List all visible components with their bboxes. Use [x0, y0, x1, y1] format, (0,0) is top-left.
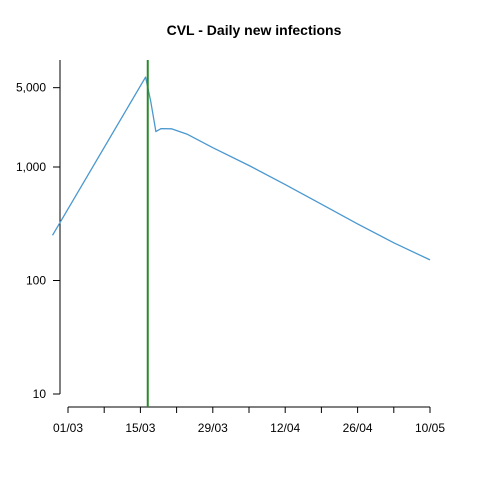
x-tick-label: 01/03 [53, 421, 83, 435]
plot-area [51, 60, 431, 407]
x-tick-label: 15/03 [125, 421, 155, 435]
y-tick-label: 100 [26, 274, 46, 288]
x-tick-label: 10/05 [415, 421, 445, 435]
y-tick-label: 1,000 [16, 160, 46, 174]
x-tick-label: 12/04 [270, 421, 300, 435]
y-tick-label: 10 [33, 387, 47, 401]
x-tick-label: 26/04 [343, 421, 373, 435]
series-line [51, 76, 431, 261]
y-axis: 10 100 1,000 5,000 [16, 60, 61, 401]
chart-title: CVL - Daily new infections [167, 22, 342, 38]
x-tick-label: 29/03 [198, 421, 228, 435]
x-axis: 01/03 15/03 29/03 12/04 26/04 10/05 [53, 406, 445, 435]
y-tick-label: 5,000 [16, 81, 46, 95]
